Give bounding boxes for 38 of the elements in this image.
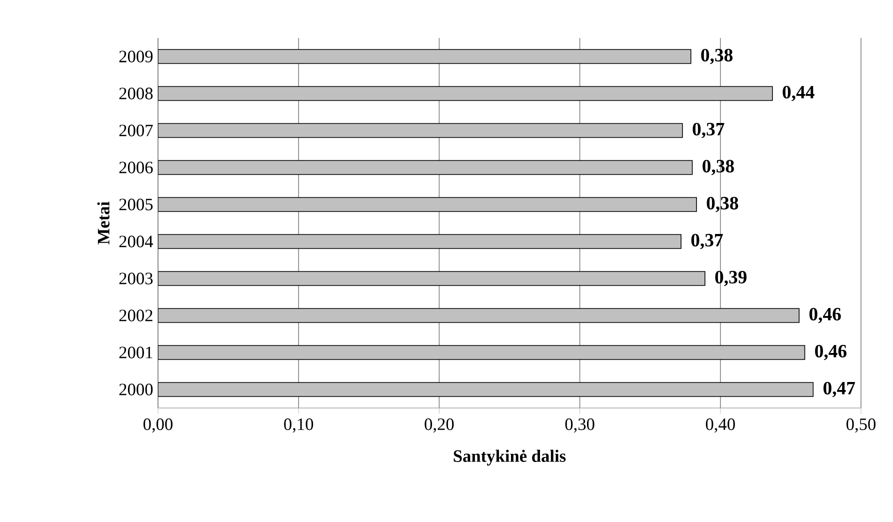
data-label: 0,37 (692, 122, 724, 138)
data-label: 0,46 (809, 308, 841, 324)
bar (158, 308, 800, 323)
y-tick-label: 2000 (119, 384, 153, 396)
bar (158, 197, 697, 212)
x-tick-label: 0,20 (424, 418, 454, 433)
data-label: 0,39 (715, 270, 747, 286)
data-label: 0,37 (691, 234, 723, 250)
x-tick-label: 0,30 (565, 418, 594, 433)
y-tick-label: 2002 (119, 310, 152, 322)
bar (158, 382, 814, 397)
y-tick-label: 2009 (119, 50, 153, 62)
y-tick-label: 2006 (119, 162, 153, 174)
bar (158, 271, 706, 286)
x-tick-label: 0,00 (144, 418, 173, 433)
x-tick-label: 0,10 (284, 418, 314, 433)
y-tick-label: 2004 (119, 236, 154, 248)
x-tick-label: 0,50 (846, 418, 876, 433)
data-label: 0,38 (702, 160, 734, 176)
data-label: 0,38 (706, 196, 738, 212)
bar (158, 160, 693, 175)
x-tick-label: 0,40 (706, 418, 735, 433)
bar (158, 86, 773, 101)
y-tick-label: 2005 (119, 198, 153, 210)
bar (158, 234, 682, 249)
data-label: 0,46 (815, 344, 846, 360)
y-tick-label: 2001 (119, 346, 152, 358)
y-tick-label: 2007 (119, 124, 153, 136)
bar (158, 345, 806, 360)
bar (158, 49, 692, 64)
y-tick-label: 2003 (119, 272, 153, 284)
y-axis-title: Metai (97, 202, 110, 244)
data-label: 0,44 (782, 86, 814, 102)
bar (158, 123, 683, 138)
y-tick-label: 2008 (119, 88, 153, 100)
data-label: 0,47 (824, 382, 856, 398)
x-axis-title: Santykinė dalis (454, 450, 566, 466)
data-label: 0,38 (701, 48, 733, 64)
